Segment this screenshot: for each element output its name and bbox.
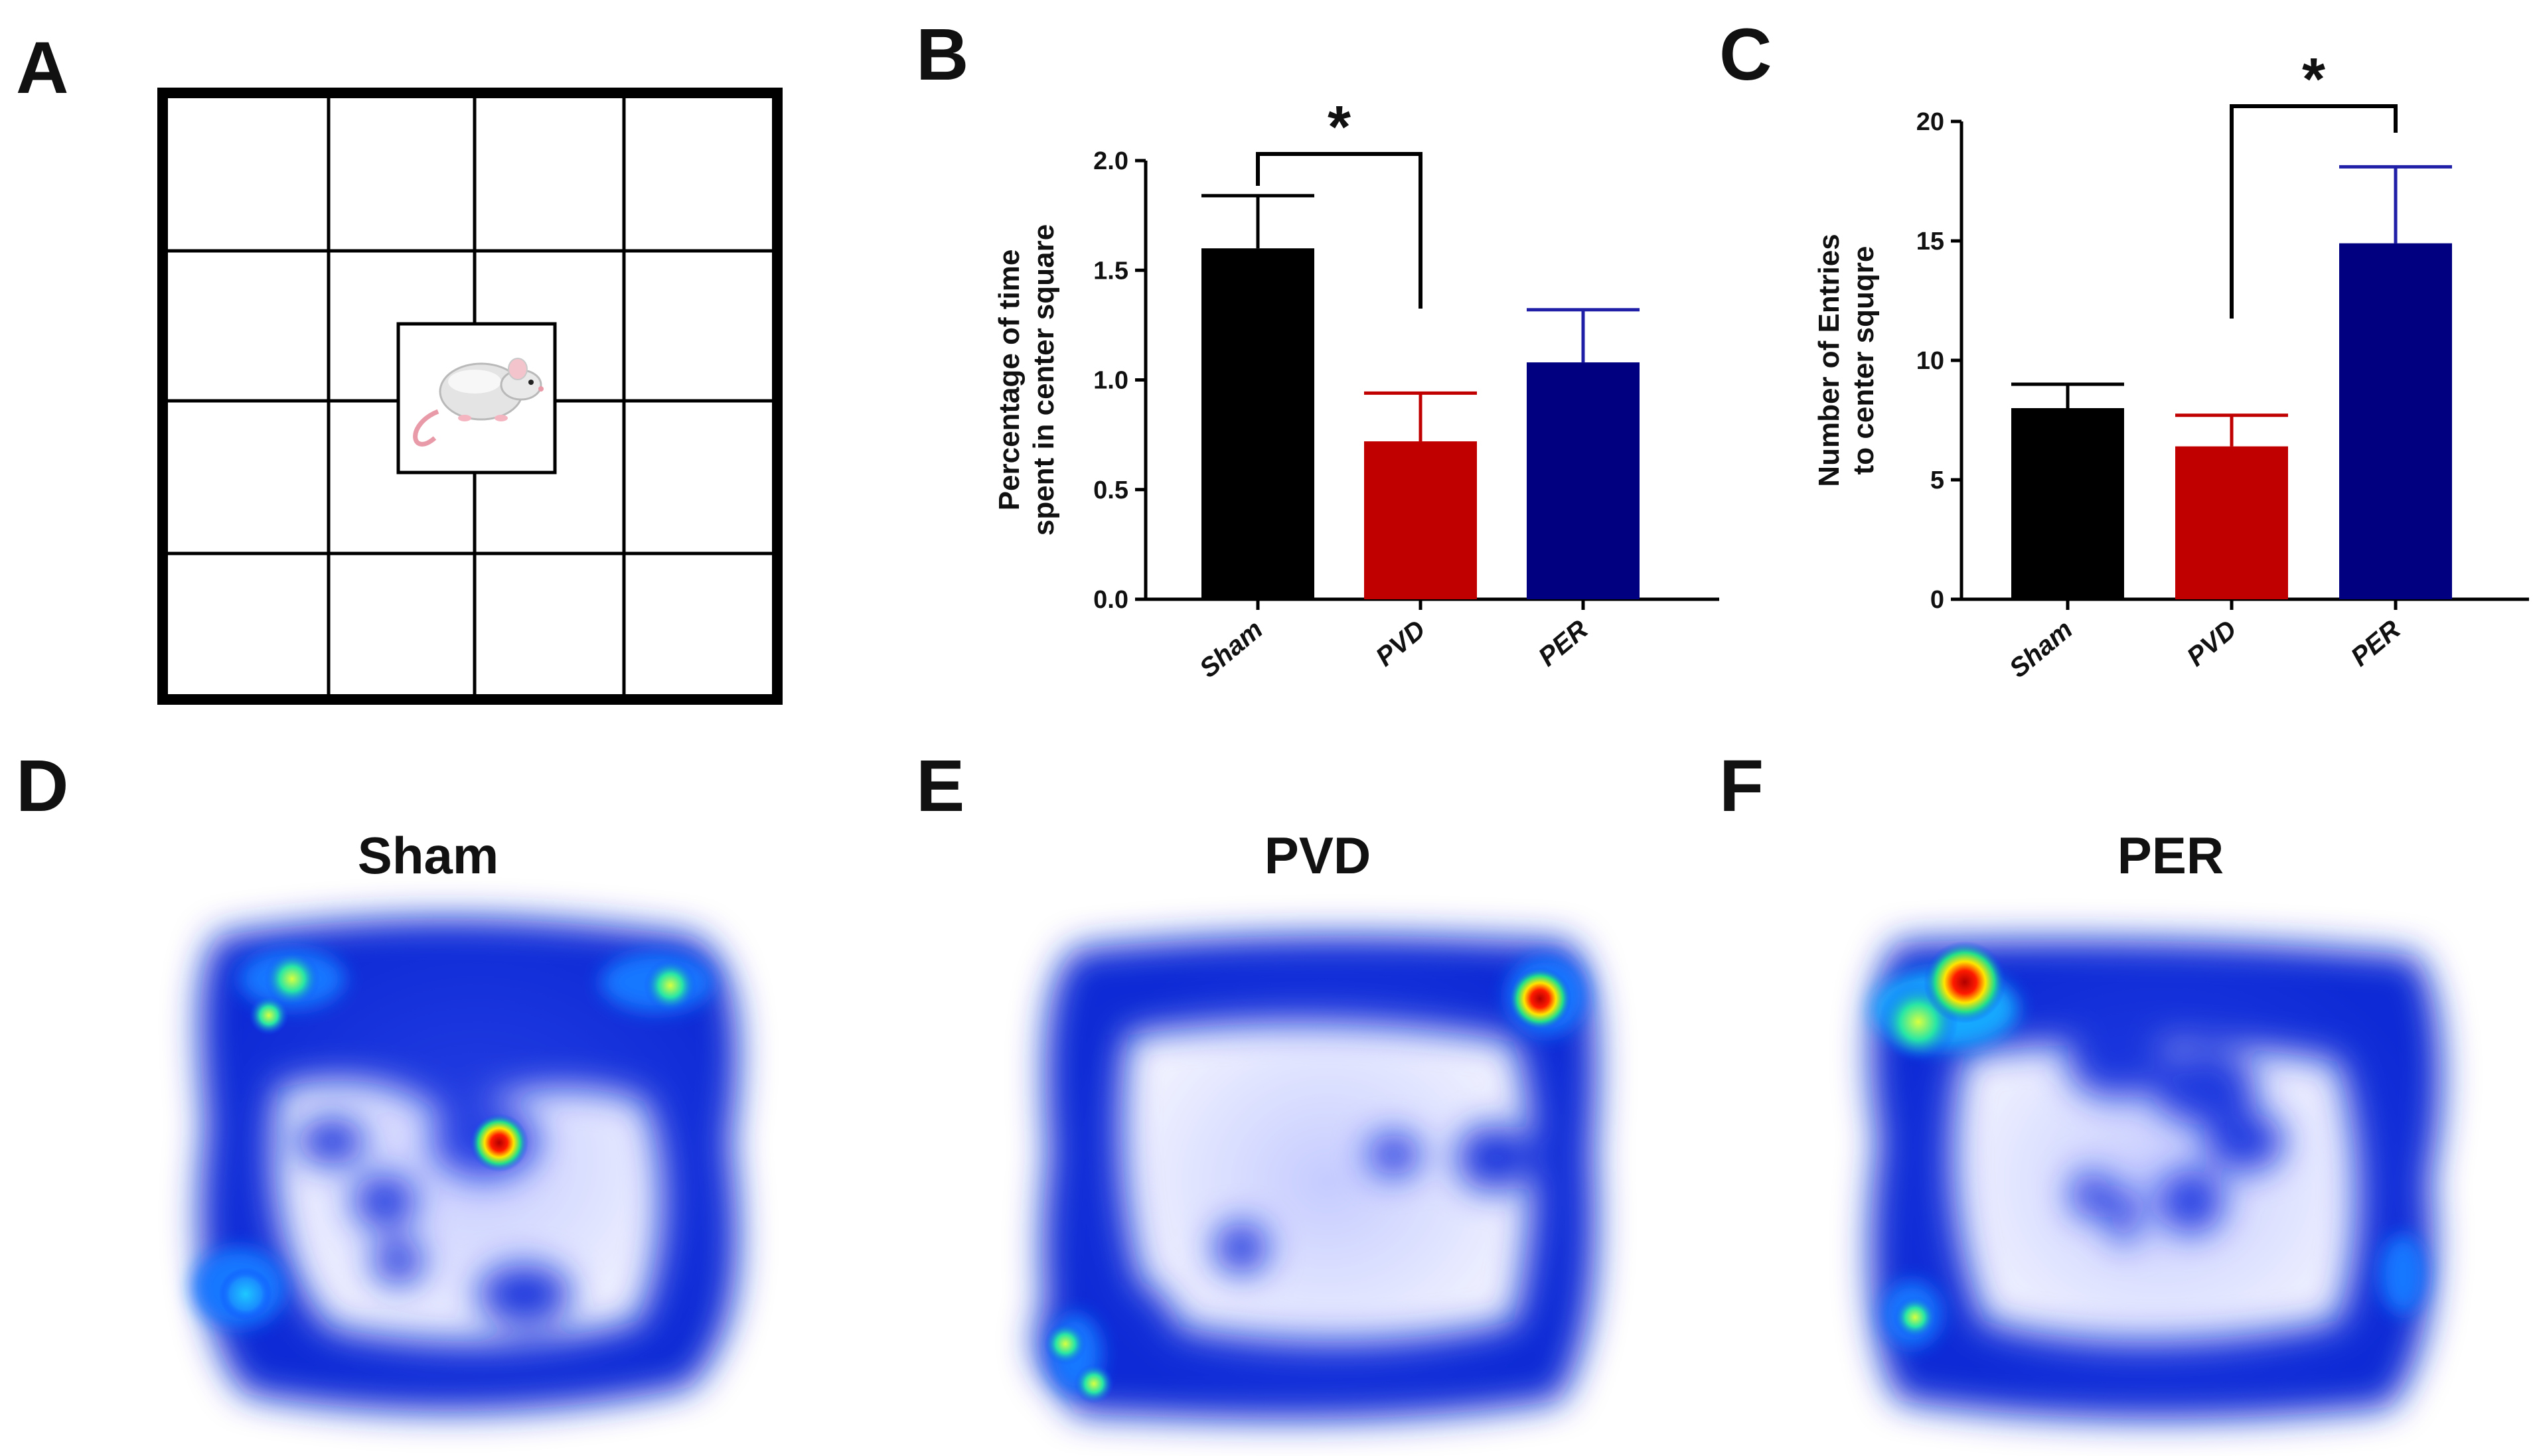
significance-star: * [1328,94,1351,161]
heatmap-title-sham: Sham [358,826,499,885]
bar-chart-c: 0 5 10 15 20 Number of Entries to center squqr… [1813,46,2529,684]
bar-pvd [1364,441,1477,599]
significance-bracket [1256,152,1422,309]
heatmap-pvd [1036,929,1606,1433]
y-axis-label: spent in center square [1028,224,1060,536]
y-tick-label: 10 [1916,347,1944,375]
heatmap-title-pvd: PVD [1265,826,1371,885]
heatmap-per [1870,929,2449,1433]
bar-chart-b: 0.0 0.5 1.0 1.5 2.0 Percentage of time spent i… [993,94,1719,684]
bar-sham [1201,248,1314,599]
panel-label-b: B [916,14,968,96]
x-tick-label: Sham [1194,615,1268,684]
bar-sham [2011,408,2124,599]
mouse-icon [413,358,544,447]
y-axis-label: Percentage of time [993,250,1026,511]
x-tick-label: PVD [1370,615,1430,672]
y-tick-label: 1.5 [1093,257,1128,285]
y-tick-label: 15 [1916,228,1944,255]
y-tick-label: 1.0 [1093,367,1128,395]
y-tick-label: 0.5 [1093,476,1128,504]
open-field-arena [157,88,783,705]
panel-label-f: F [1719,745,1764,827]
bar-per [2339,243,2452,600]
panel-label-d: D [16,745,68,827]
panel-label-c: C [1719,14,1772,96]
heatmap-sham [192,903,763,1420]
y-tick-label: 0.0 [1093,586,1128,614]
panel-label-e: E [916,745,964,827]
x-tick-label: Sham [2004,615,2078,684]
heatmap-title-per: PER [2117,826,2224,885]
y-axis-label: to center squqre [1847,246,1880,475]
bar-per [1527,362,1640,599]
y-axis-label: Number of Entries [1813,234,1845,486]
bar-pvd [2175,446,2288,599]
y-tick-label: 5 [1930,467,1944,494]
x-tick-label: PVD [2181,615,2242,672]
y-tick-label: 20 [1916,108,1944,136]
significance-bracket [2230,104,2398,319]
x-tick-label: PER [2345,615,2406,672]
y-tick-label: 2.0 [1093,147,1128,175]
y-tick-label: 0 [1930,586,1944,614]
significance-star: * [2302,46,2325,113]
x-tick-label: PER [1533,615,1593,672]
panel-label-a: A [16,27,68,109]
